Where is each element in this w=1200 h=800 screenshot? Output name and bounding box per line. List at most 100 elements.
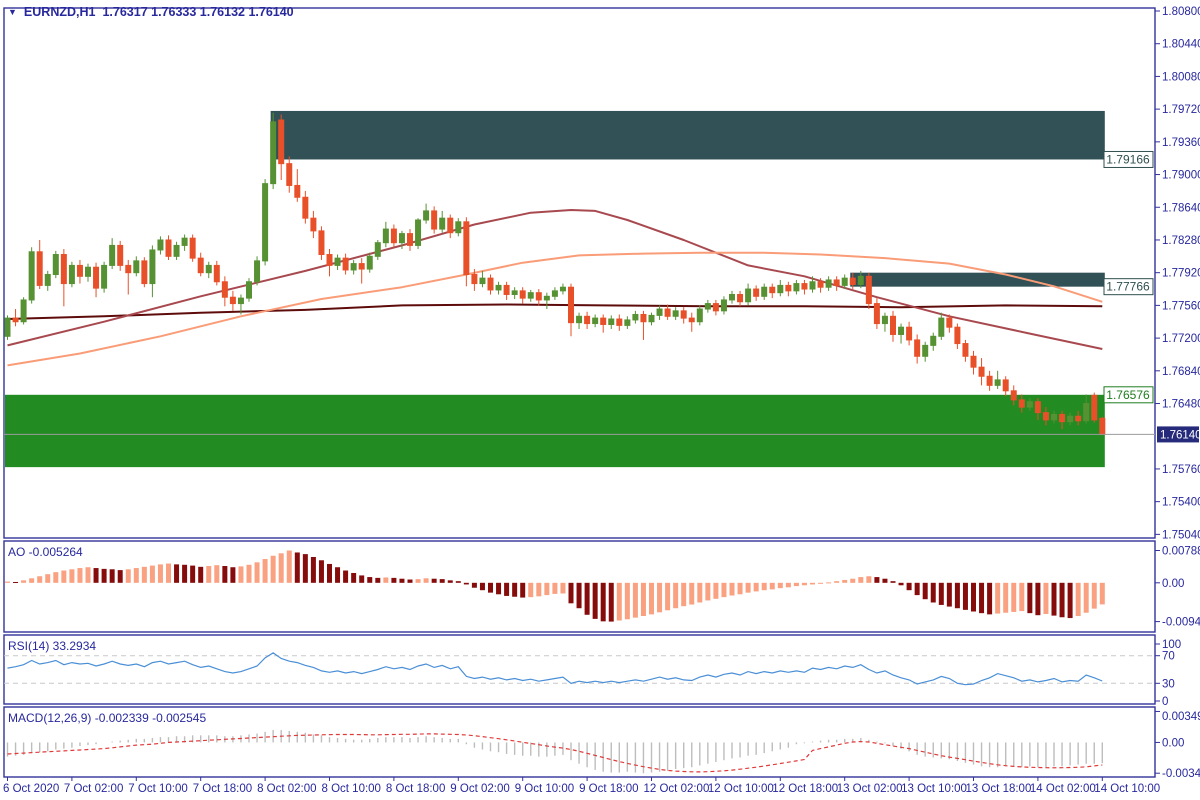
candle-body xyxy=(592,317,599,325)
candle-body xyxy=(229,296,236,305)
candle-body xyxy=(117,244,124,266)
ao-bar xyxy=(576,582,582,609)
rsi-indicator-title: RSI(14) 33.2934 xyxy=(8,639,97,653)
candle-body xyxy=(753,288,760,297)
candle-body xyxy=(1051,413,1057,421)
zone-label-text: 1.76576 xyxy=(1106,388,1150,402)
ao-bar xyxy=(930,582,936,603)
candle-body xyxy=(221,281,228,298)
ao-bar xyxy=(1091,582,1097,609)
ao-bar xyxy=(1043,582,1049,614)
time-label: 9 Oct 18:00 xyxy=(579,783,638,795)
ao-bar xyxy=(327,563,332,583)
candle-body xyxy=(970,355,977,368)
candle-body xyxy=(793,283,800,292)
ao-bar xyxy=(439,579,445,583)
ao-bar xyxy=(665,582,671,611)
candle-body xyxy=(197,257,204,274)
candle-body xyxy=(559,286,566,292)
rsi-panel-frame xyxy=(3,634,1156,705)
ao-bar xyxy=(415,579,421,583)
ao-bar xyxy=(592,582,598,619)
ao-bar xyxy=(222,566,228,583)
candle-body xyxy=(479,277,486,285)
candle-body xyxy=(28,251,35,301)
candle-body xyxy=(439,217,446,230)
time-label: 12 Oct 10:00 xyxy=(708,783,774,795)
candle-body xyxy=(390,228,397,244)
candle-body xyxy=(745,288,752,303)
symbol-dropdown-icon[interactable]: ▼ xyxy=(8,7,17,17)
candle-body xyxy=(310,217,317,232)
ao-bar xyxy=(528,582,534,598)
candle-body xyxy=(576,315,583,324)
ao-bar xyxy=(375,577,381,583)
candle-body xyxy=(237,297,244,305)
price-tick-label: 1.77920 xyxy=(1162,268,1200,280)
ao-bar xyxy=(93,568,99,583)
zone-label-text: 1.77766 xyxy=(1106,280,1150,294)
ao-bar xyxy=(407,579,413,583)
ma-fast-salmon xyxy=(7,251,1103,367)
ao-bar xyxy=(624,582,630,620)
candle-body xyxy=(382,228,389,244)
ao-bar xyxy=(117,570,123,583)
ao-bar xyxy=(568,582,574,604)
ao-bar xyxy=(141,566,147,583)
candle-body xyxy=(712,303,719,312)
candle-body xyxy=(696,308,703,323)
ao-bar xyxy=(29,578,35,583)
ao-bar xyxy=(962,582,968,610)
candle-body xyxy=(471,273,478,285)
ma-slow-flat xyxy=(7,303,1103,320)
price-tick-label: 1.77560 xyxy=(1162,300,1200,312)
candle-body xyxy=(326,254,333,266)
price-tick-label: 1.77200 xyxy=(1162,333,1200,345)
ao-bar xyxy=(230,567,236,583)
ao-bar xyxy=(971,582,976,612)
time-label: 14 Oct 02:00 xyxy=(1030,783,1096,795)
ao-bar xyxy=(995,582,1001,614)
candles xyxy=(4,112,1106,436)
ao-bar xyxy=(125,569,131,583)
ao-bar xyxy=(520,582,526,598)
candle-body xyxy=(431,210,438,230)
zone-price-label: 1.76576 xyxy=(1103,386,1154,404)
candle-body xyxy=(398,233,405,244)
candle-body xyxy=(334,257,341,266)
ao-axis-label: 0.00 xyxy=(1162,578,1184,590)
ao-bar xyxy=(946,582,952,607)
symbol-period-label: EURNZD,H1 xyxy=(23,5,96,19)
rsi-axis-label: 100 xyxy=(1162,639,1181,651)
time-label: 6 Oct 2020 xyxy=(3,783,59,795)
moving-averages xyxy=(7,209,1103,367)
ao-bar xyxy=(1059,582,1065,618)
candle-body xyxy=(1075,415,1082,422)
time-label: 8 Oct 02:00 xyxy=(257,783,316,795)
ao-bar xyxy=(882,578,888,583)
ao-bar xyxy=(810,582,815,585)
ao-bar xyxy=(423,578,429,583)
rsi-panel xyxy=(3,634,1156,705)
candle-body xyxy=(1042,412,1049,421)
price-tick-label: 1.78280 xyxy=(1162,235,1200,247)
ao-bar xyxy=(5,581,10,583)
candle-body xyxy=(568,286,574,324)
time-label: 13 Oct 10:00 xyxy=(901,783,967,795)
candle-body xyxy=(85,266,91,277)
ao-bar xyxy=(1099,582,1105,605)
candle-body xyxy=(688,317,695,323)
ao-bar xyxy=(431,578,437,583)
zone-label-text: 1.79166 xyxy=(1106,152,1150,166)
candle-body xyxy=(246,281,252,299)
time-label: 7 Oct 02:00 xyxy=(64,783,123,795)
ao-bar xyxy=(1027,582,1033,614)
candle-body xyxy=(600,317,607,325)
candle-body xyxy=(648,314,655,323)
time-label: 12 Oct 02:00 xyxy=(644,783,710,795)
ao-bar xyxy=(753,582,759,592)
candle-body xyxy=(318,230,325,256)
ao-bar xyxy=(254,562,260,583)
